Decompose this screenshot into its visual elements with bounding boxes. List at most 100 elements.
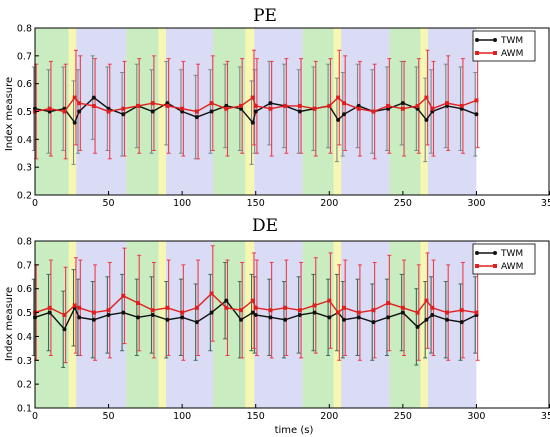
de-awm-point: [121, 293, 126, 298]
pe-panel: PE Index measure 0 50 100 150 200 250 300 350 0.…: [4, 6, 550, 209]
de-awm-point: [194, 305, 199, 310]
pe-legend-marker: [475, 38, 479, 42]
de-awm-point: [312, 303, 317, 308]
pe-band: [245, 28, 255, 195]
pe-chart-title: PE: [253, 6, 277, 26]
pe-awm-point: [224, 106, 229, 111]
de-legend-marker: [493, 251, 497, 255]
de-twm-point: [250, 310, 255, 315]
pe-awm-point: [459, 103, 464, 108]
de-awm-point: [283, 305, 288, 310]
de-legend: TWM AWM: [472, 243, 536, 275]
de-awm-point: [445, 310, 449, 315]
de-band: [341, 241, 390, 408]
de-twm-point: [91, 317, 96, 322]
de-awm-point: [250, 298, 255, 303]
pe-band: [254, 28, 303, 195]
de-awm-point: [47, 305, 52, 310]
de-twm-point: [327, 315, 332, 320]
de-x-tick-label: 150: [247, 411, 265, 422]
de-y-axis-label: Index measure: [4, 287, 15, 361]
de-twm-point: [253, 312, 258, 317]
de-awm-point: [136, 301, 140, 306]
pe-x-tick-label: 250: [394, 198, 412, 209]
de-twm-point: [77, 315, 82, 320]
pe-awm-point: [297, 103, 302, 108]
de-twm-point: [150, 312, 155, 317]
de-band: [254, 241, 303, 408]
de-legend-marker: [475, 251, 479, 255]
de-awm-point: [356, 310, 361, 315]
de-awm-point: [62, 312, 67, 317]
pe-y-tick-label: 0.7: [17, 51, 32, 62]
de-band: [420, 241, 428, 408]
pe-awm-point: [445, 101, 449, 106]
pe-twm-point: [253, 109, 258, 114]
pe-twm-point: [72, 120, 77, 125]
de-twm-point: [224, 298, 229, 303]
pe-x-tick-label: 300: [467, 198, 485, 209]
pe-twm-point: [474, 112, 479, 117]
pe-awm-point: [250, 95, 255, 100]
pe-legend-marker: [475, 51, 479, 55]
pe-twm-point: [150, 109, 155, 114]
pe-awm-point: [386, 103, 391, 108]
pe-legend-label: AWM: [501, 49, 523, 59]
de-y-tick-label: 0.6: [17, 284, 32, 295]
de-awm-point: [371, 308, 376, 313]
de-twm-point: [165, 317, 170, 322]
pe-y-tick-label: 0.6: [17, 79, 32, 90]
pe-awm-point: [77, 101, 82, 106]
de-band: [76, 241, 127, 408]
pe-band: [302, 28, 334, 195]
de-y-tick-label: 0.2: [17, 380, 32, 391]
pe-legend-marker: [493, 38, 497, 42]
pe-awm-point: [62, 109, 67, 114]
de-twm-point: [371, 320, 376, 325]
de-awm-point: [77, 305, 82, 310]
de-legend-marker: [475, 264, 479, 268]
de-axes-frame: [34, 240, 550, 409]
de-twm-point: [312, 310, 317, 315]
de-awm-point: [459, 308, 464, 313]
de-twm-point: [424, 317, 429, 322]
de-awm-point: [386, 301, 391, 306]
de-twm-point: [136, 315, 140, 320]
de-awm-point: [150, 308, 155, 313]
pe-twm-point: [400, 101, 405, 106]
de-legend-label: AWM: [501, 262, 523, 272]
de-awm-point: [91, 310, 96, 315]
pe-awm-point: [336, 95, 341, 100]
de-awm-point: [72, 303, 77, 308]
pe-awm-point: [474, 98, 479, 103]
de-twm-point: [121, 310, 126, 315]
pe-y-tick-label: 0.5: [17, 107, 32, 118]
de-y-tick-label: 0.8: [17, 237, 32, 248]
pe-legend-marker: [493, 51, 497, 55]
de-y-tick-label: 0.7: [17, 260, 32, 271]
de-twm-point: [180, 315, 185, 320]
de-y-tick-label: 0.5: [17, 308, 32, 319]
de-x-tick-label: 100: [173, 411, 191, 422]
de-awm-point: [180, 310, 185, 315]
pe-y-axis-label: Index measure: [4, 77, 15, 151]
de-twm-point: [445, 317, 449, 322]
de-y-tick-label: 0.4: [17, 332, 32, 343]
pe-awm-point: [136, 103, 140, 108]
de-twm-point: [415, 324, 420, 329]
de-twm-point: [386, 315, 391, 320]
de-twm-point: [62, 327, 67, 332]
de-twm-point: [356, 315, 361, 320]
pe-twm-point: [209, 109, 214, 114]
de-x-tick-label: 50: [103, 411, 115, 422]
pe-x-tick-label: 50: [103, 198, 115, 209]
pe-y-tick-label: 0.2: [17, 191, 32, 202]
de-twm-point: [283, 317, 288, 322]
de-awm-point: [327, 298, 332, 303]
de-band: [165, 241, 214, 408]
de-twm-point: [47, 310, 52, 315]
pe-awm-point: [400, 106, 405, 111]
pe-awm-point: [209, 101, 214, 106]
de-twm-point: [239, 317, 243, 322]
de-awm-point: [106, 308, 111, 313]
